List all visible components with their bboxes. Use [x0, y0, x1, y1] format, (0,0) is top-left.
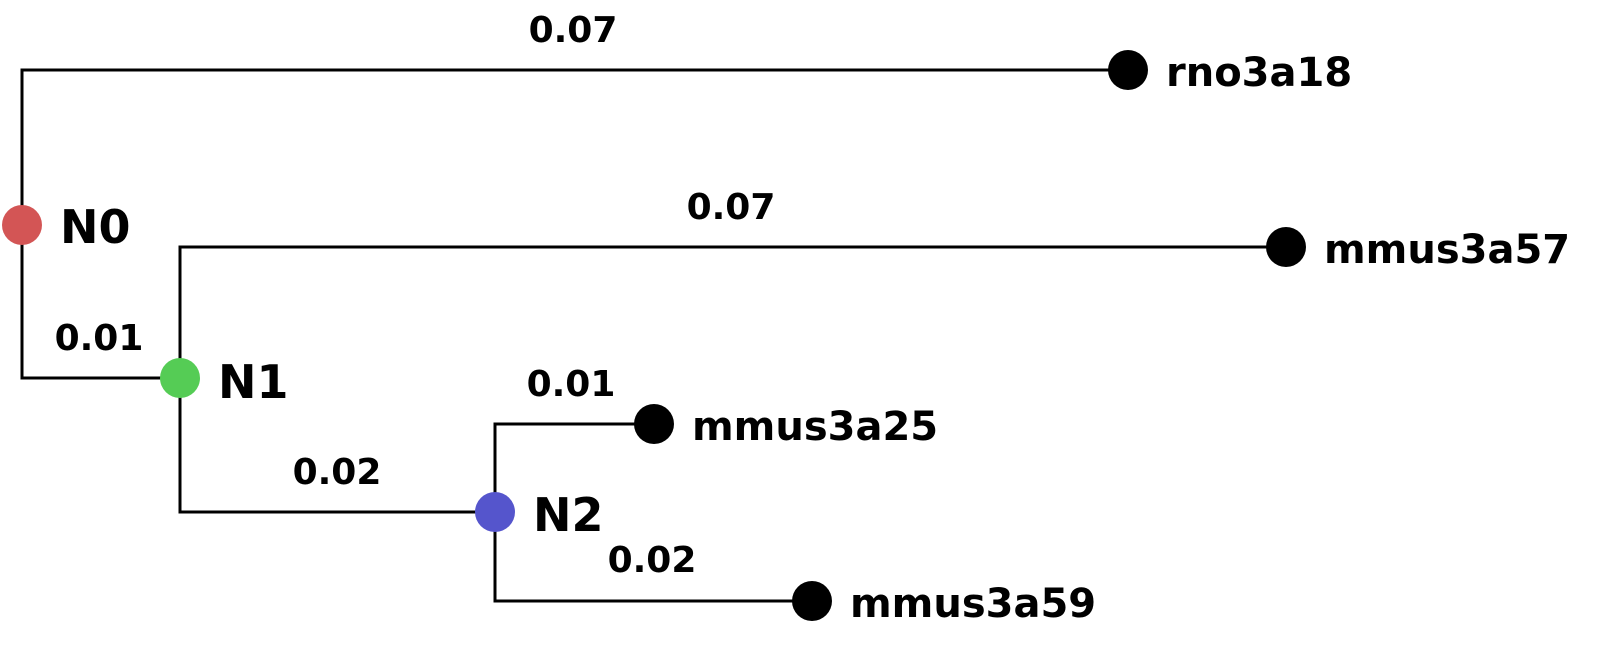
internal-nodes: N0 N1 N2: [2, 200, 604, 542]
branch-n1-n2: [178, 378, 495, 514]
branch-length-label: 0.01: [55, 318, 144, 359]
branch-length-labels: 0.07 0.01 0.07 0.02 0.01 0.02: [55, 10, 776, 581]
leaf-node-rno3a18: [1108, 50, 1148, 90]
leaf-label: mmus3a25: [692, 404, 938, 450]
branch-n1-mmus3a57: [178, 245, 1286, 378]
leaf-label: mmus3a57: [1324, 227, 1570, 273]
branch-length-label: 0.02: [608, 540, 697, 581]
leaf-node-mmus3a57: [1266, 227, 1306, 267]
leaf-node-mmus3a59: [792, 581, 832, 621]
branch-n2-mmus3a25: [493, 422, 654, 512]
branch-length-label: 0.01: [527, 364, 616, 405]
branch-length-label: 0.02: [293, 452, 382, 493]
branch-length-label: 0.07: [529, 10, 618, 51]
internal-node-n2: [475, 492, 515, 532]
leaf-node-mmus3a25: [634, 404, 674, 444]
leaf-nodes: rno3a18 mmus3a57 mmus3a25 mmus3a59: [634, 50, 1570, 627]
leaf-label: rno3a18: [1166, 50, 1352, 96]
branch-n2-mmus3a59: [493, 512, 812, 603]
internal-node-label: N1: [218, 355, 289, 409]
branch-length-label: 0.07: [687, 187, 776, 228]
internal-node-n1: [160, 358, 200, 398]
branch-n0-rno3a18: [20, 68, 1128, 225]
branch-n0-n1: [20, 225, 180, 380]
internal-node-label: N0: [60, 200, 131, 254]
branch-lines: [20, 68, 1286, 603]
leaf-label: mmus3a59: [850, 581, 1096, 627]
internal-node-n0: [2, 205, 42, 245]
internal-node-label: N2: [533, 488, 604, 542]
